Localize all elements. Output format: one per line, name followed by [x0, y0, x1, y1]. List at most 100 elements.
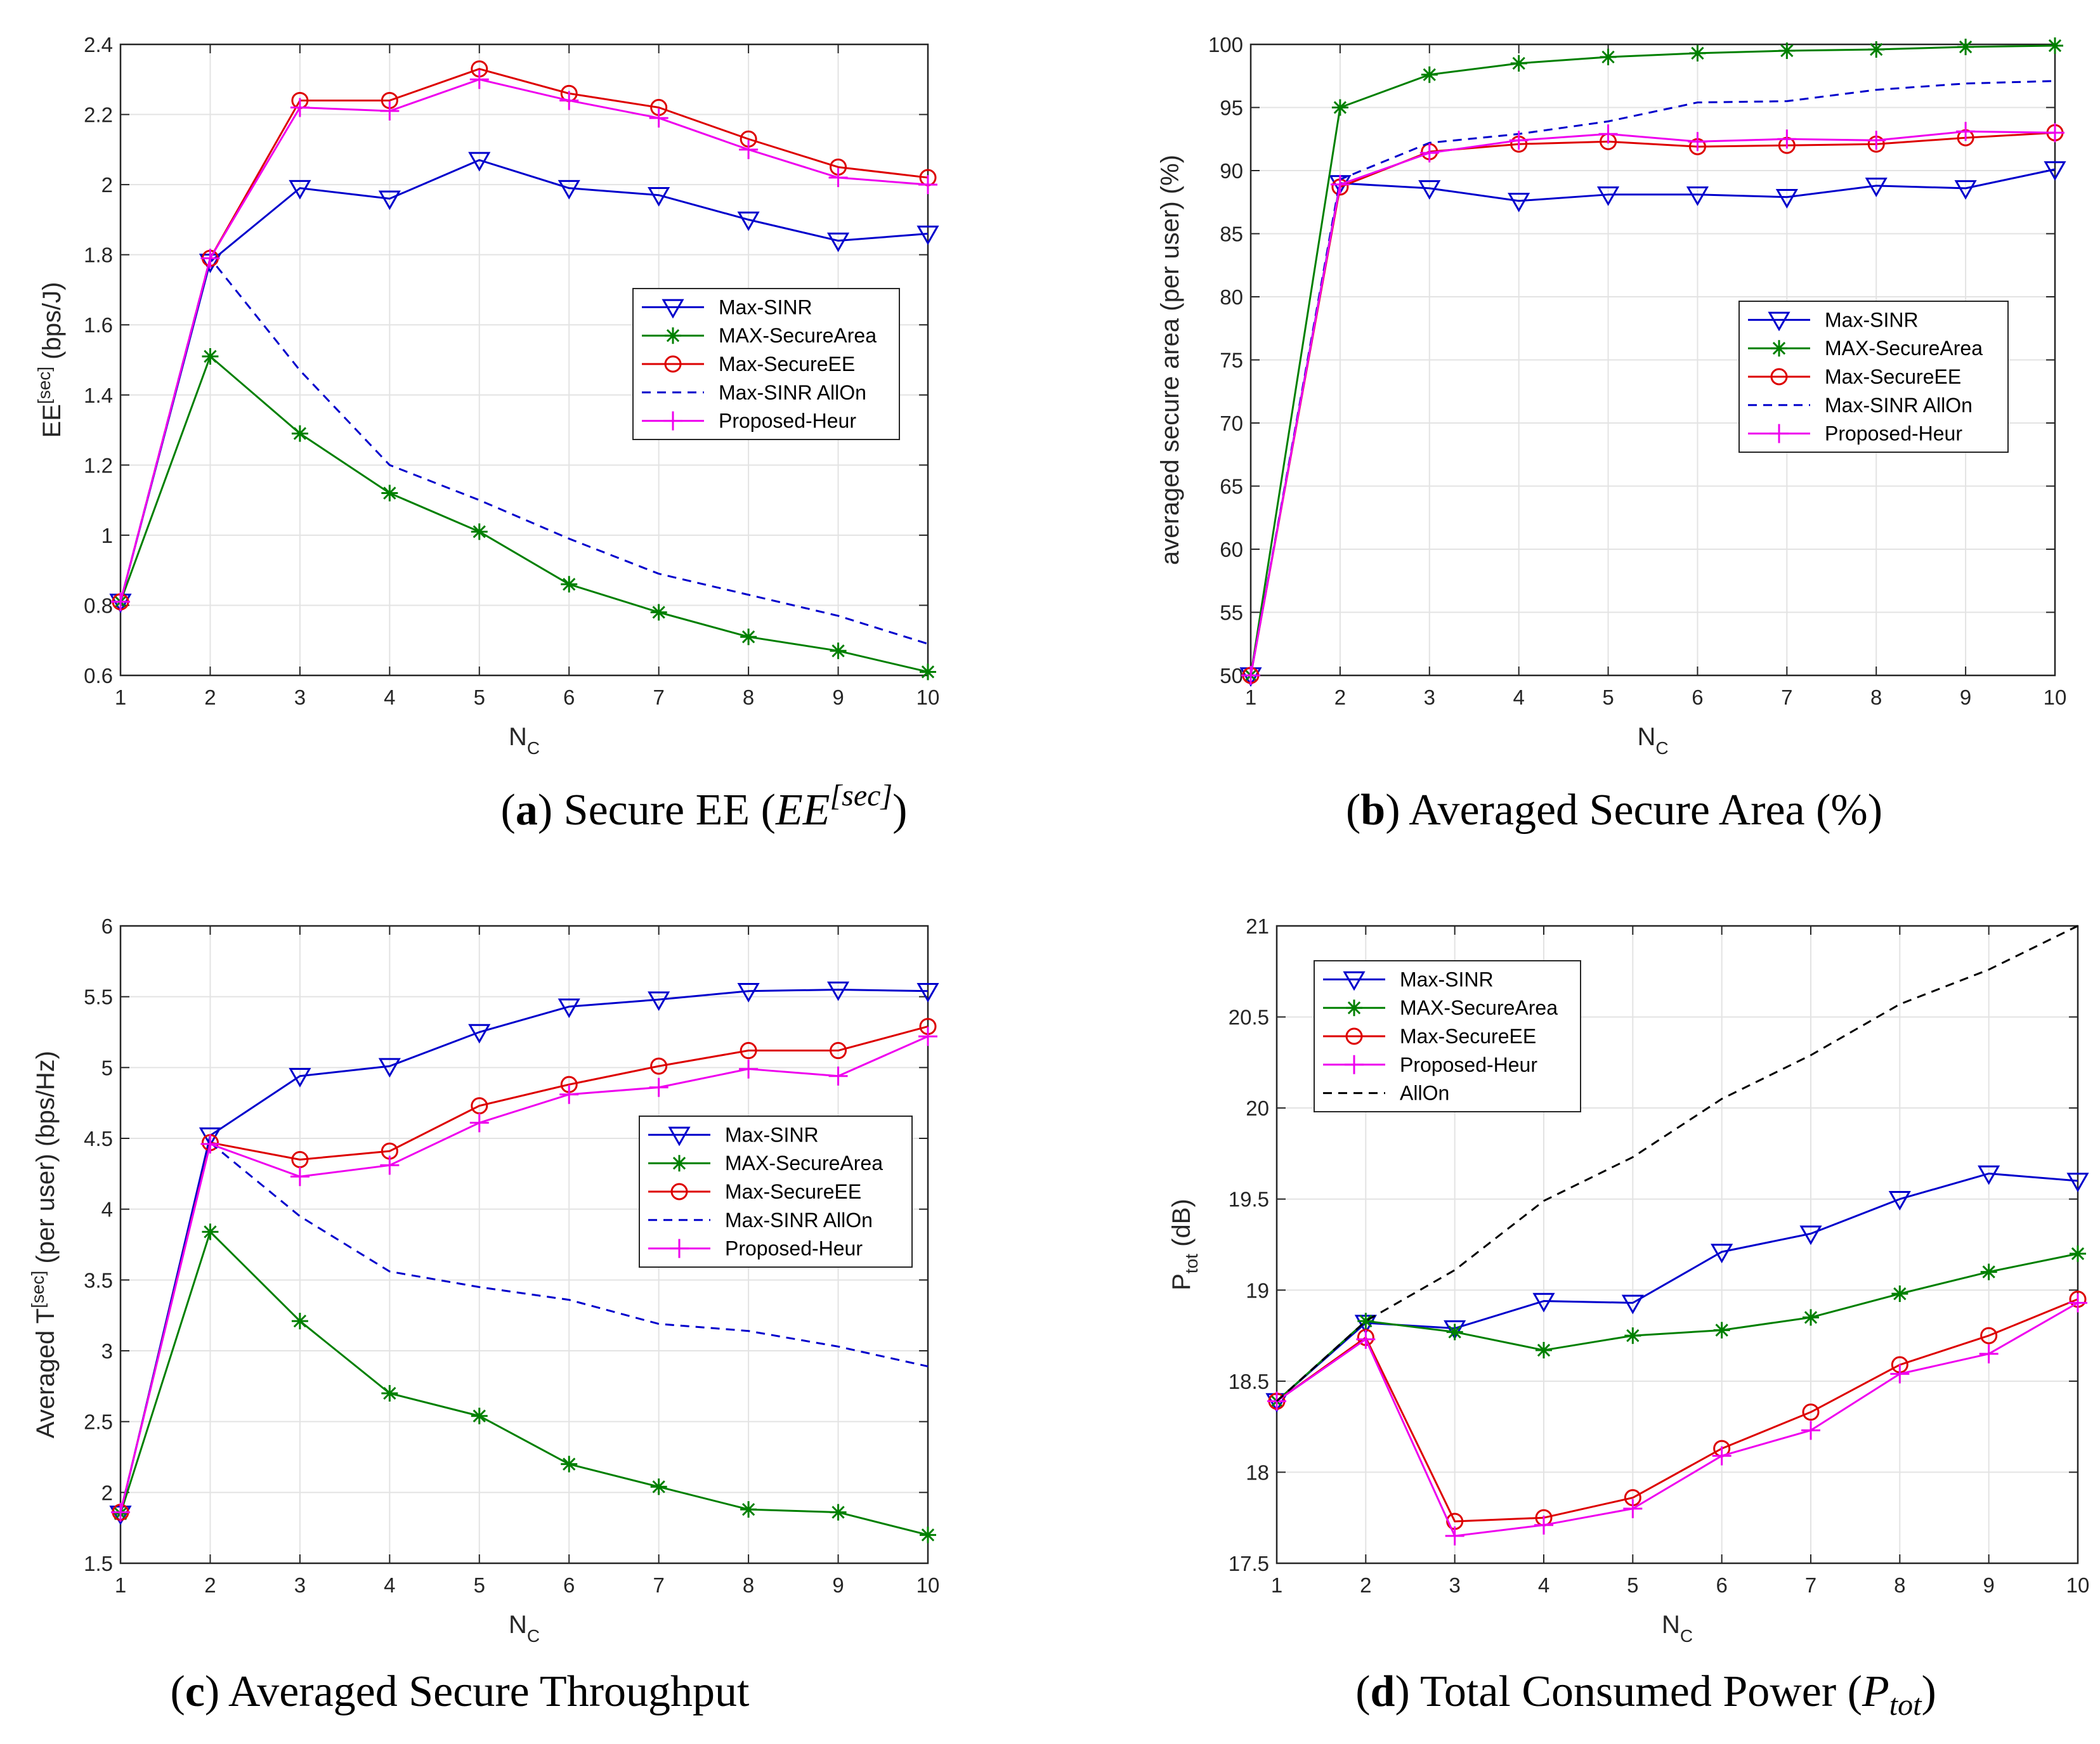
caption-math-sub: tot	[1889, 1688, 1922, 1722]
legend-label: Max-SINR AllOn	[719, 381, 866, 404]
marker-plus	[649, 108, 668, 128]
marker-plus	[1623, 1499, 1643, 1518]
series-line	[119, 68, 929, 602]
legend-label: Max-SecureEE	[1825, 365, 1961, 388]
marker-asterisk	[561, 576, 578, 593]
marker-plus	[1867, 131, 1886, 150]
caption-text: Averaged Secure Area (%)	[1409, 786, 1882, 835]
y-axis-label-main: P	[1168, 1273, 1196, 1291]
legend-label: Max-SINR AllOn	[725, 1209, 873, 1232]
x-tick-label: 7	[1805, 1573, 1816, 1597]
marker-asterisk	[1778, 42, 1796, 59]
marker-triangle	[1532, 1292, 1555, 1313]
marker-triangle	[468, 152, 491, 172]
legend-label: Max-SINR	[719, 296, 812, 318]
marker-plus	[200, 1134, 220, 1154]
marker-asterisk	[1357, 1313, 1374, 1330]
legend-label: Max-SecureEE	[719, 353, 855, 375]
x-axis-label-main: N	[509, 1611, 527, 1639]
series-max-sinr-allon	[119, 1142, 929, 1513]
y-tick-label: 1.6	[84, 313, 113, 337]
legend: Max-SINR MAX-SecureArea Max-SecureEE Max-SI…	[639, 1116, 913, 1268]
marker-triangle	[558, 998, 580, 1018]
legend: Max-SINR MAX-SecureArea Max-SecureEE Propos…	[1314, 960, 1581, 1112]
x-tick-label: 4	[1538, 1573, 1549, 1597]
marker-plus	[918, 175, 937, 195]
marker-circle	[740, 1042, 757, 1060]
marker-asterisk	[1713, 1322, 1730, 1339]
x-tick-label: 2	[1334, 686, 1346, 709]
marker-triangle	[1768, 311, 1790, 332]
x-tick-label: 10	[2066, 1573, 2090, 1597]
marker-plus	[1777, 129, 1797, 149]
panel-caption: (a) Secure EE (EE[sec])	[501, 779, 908, 835]
marker-triangle	[1954, 180, 1977, 200]
marker-triangle	[662, 299, 684, 319]
marker-asterisk	[1421, 66, 1438, 83]
x-tick-label: 6	[563, 686, 575, 709]
marker-asterisk	[381, 485, 398, 502]
caption-letter: d	[1371, 1667, 1395, 1716]
y-tick-label: 1.2	[84, 453, 113, 477]
legend-label: Max-SINR	[725, 1123, 819, 1146]
marker-plus	[1712, 1446, 1732, 1466]
series-proposed-heur	[1241, 122, 2064, 685]
marker-asterisk	[291, 425, 308, 442]
x-tick-label: 5	[1627, 1573, 1638, 1597]
marker-plus	[559, 91, 579, 110]
marker-triangle	[668, 1126, 691, 1147]
marker-plus	[559, 1084, 579, 1104]
marker-triangle	[558, 179, 580, 200]
marker-asterisk	[665, 327, 681, 344]
marker-circle	[1345, 1027, 1363, 1045]
marker-triangle	[1686, 186, 1709, 206]
marker-asterisk	[1624, 1327, 1641, 1344]
marker-plus	[1419, 143, 1439, 163]
chart-panel-b: 1 2 3 4 5 6 7 8 9 1050556065707580859095100NCaver…	[1156, 33, 2066, 835]
y-tick-label: 18	[1246, 1461, 1269, 1484]
caption-text: Averaged Secure Throughput	[228, 1667, 750, 1716]
marker-plus	[1241, 666, 1260, 685]
series-line	[119, 1025, 929, 1513]
axes-box	[119, 43, 929, 677]
series-max-securearea	[112, 1223, 936, 1544]
y-tick-label: 4	[101, 1198, 113, 1221]
marker-circle	[1980, 1327, 1998, 1344]
marker-circle	[1802, 1403, 1820, 1421]
marker-plus	[380, 101, 400, 121]
marker-plus	[663, 411, 682, 431]
panel-caption: (b) Averaged Secure Area (%)	[1346, 786, 1882, 835]
legend-label: Max-SINR	[1825, 308, 1919, 331]
marker-plus	[380, 1155, 400, 1175]
series-line	[1249, 168, 2056, 676]
series-proposed-heur	[111, 70, 937, 611]
series-line	[119, 78, 929, 602]
y-axis-label-rest: (per user) (bps/Hz)	[32, 1051, 60, 1271]
caption-math: EE	[775, 786, 830, 835]
marker-plus	[200, 249, 220, 268]
marker-asterisk	[740, 1501, 757, 1518]
marker-plus	[1979, 1344, 1999, 1363]
chart-panel-a: 1 2 3 4 5 6 7 8 9 10 0.6 0.8 1 1.2 1.4 1.6 1.8 2 2.2 2.4 NC E…	[34, 33, 939, 835]
marker-asterisk	[650, 1478, 667, 1495]
marker-triangle	[1978, 1165, 2000, 1185]
y-axis-label-main: Averaged T	[32, 1308, 60, 1438]
marker-asterisk	[1331, 99, 1348, 116]
marker-plus	[828, 168, 848, 188]
marker-asterisk	[671, 1155, 688, 1172]
legend-label: Proposed-Heur	[1400, 1053, 1537, 1076]
y-tick-label: 75	[1220, 349, 1243, 372]
y-tick-label: 20	[1246, 1097, 1269, 1120]
marker-triangle	[289, 179, 311, 200]
legend-label: MAX-SecureArea	[1825, 337, 1983, 360]
y-tick-label: 85	[1220, 223, 1243, 246]
series-max-securearea	[1242, 37, 2063, 684]
legend-label: Proposed-Heur	[719, 410, 856, 433]
marker-asterisk	[471, 1407, 488, 1424]
y-tick-label: 1.5	[84, 1552, 113, 1575]
x-tick-label: 8	[1870, 686, 1882, 709]
x-axis-label: NC	[509, 1611, 540, 1646]
marker-triangle	[2066, 1173, 2089, 1193]
y-tick-label: 2.4	[84, 33, 113, 56]
